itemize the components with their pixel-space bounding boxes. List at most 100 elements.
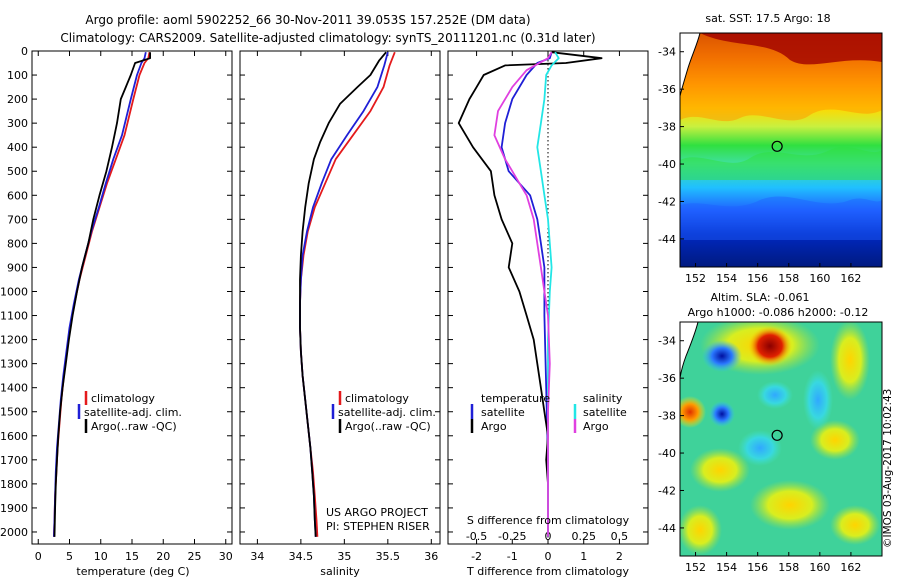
imos-timestamp: ©IMOS 03-Aug-2017 10:02:43 — [882, 389, 894, 548]
series-line-argo-raw-qc- — [299, 51, 387, 537]
x-tick-label: 10 — [94, 550, 108, 563]
sst-map-title: sat. SST: 17.5 Argo: 18 — [705, 12, 830, 25]
depth-tick-label: 700 — [7, 213, 28, 226]
depth-tick-label: 200 — [7, 93, 28, 106]
legend-title-temperature: temperature — [481, 392, 550, 405]
sla-map-frame — [679, 321, 883, 557]
map-lon-label: 154 — [716, 272, 737, 285]
depth-tick-label: 1800 — [0, 478, 28, 491]
depth-tick-label: 2000 — [0, 526, 28, 539]
sst-land — [680, 33, 700, 96]
x-tick-label: 0 — [35, 550, 42, 563]
s-tick-label: -0.5 — [466, 530, 487, 543]
sst-cool-band — [680, 196, 882, 240]
x-tick-label: 0 — [545, 550, 552, 563]
sst-map-frame — [679, 32, 883, 268]
salinity-series — [299, 51, 396, 537]
depth-tick-label: 300 — [7, 117, 28, 130]
map-lon-label: 158 — [778, 272, 799, 285]
temperature-legend: climatology satellite-adj. clim. Argo(..… — [77, 391, 182, 433]
map-lon-label: 158 — [778, 561, 799, 574]
map-lat-label: -36 — [658, 372, 676, 385]
sla-cold-eddy — [702, 340, 742, 372]
depth-tick-label: 1300 — [0, 358, 28, 371]
s-tick-label: 0.5 — [611, 530, 629, 543]
argo-float-marker — [771, 429, 783, 441]
map-lon-label: 160 — [809, 272, 830, 285]
depth-tick-label: 1400 — [0, 382, 28, 395]
sla-blob — [738, 430, 782, 466]
depth-tick-label: 400 — [7, 141, 28, 154]
sst-map: sat. SST: 17.5 Argo: 18 152 154 156 158 160 1… — [658, 12, 883, 285]
x-tick-label: 25 — [188, 550, 202, 563]
series-line-satellite-adj-clim- — [53, 52, 147, 537]
sla-map: Altim. SLA: -0.061 Argo h1000: -0.086 h2… — [658, 291, 883, 574]
salinity-panel: 34 34.5 35 35.5 36 salinity climatology sate… — [239, 50, 441, 578]
depth-tick-label: 1000 — [0, 285, 28, 298]
legend-label-t-satellite: satellite — [481, 406, 525, 419]
x-tick-label: 34 — [250, 550, 264, 563]
depth-axis: 0 100 200 300 400 500 600 700 800 900 1000 1100 1200… — [0, 45, 648, 539]
argo-float-marker — [771, 140, 783, 152]
legend-label-argo: Argo(..raw -QC) — [91, 420, 177, 433]
temperature-axes-frame — [31, 50, 233, 545]
depth-tick-label: 1700 — [0, 454, 28, 467]
x-tick-label: 1 — [580, 550, 587, 563]
map-lon-label: 152 — [685, 561, 706, 574]
legend-label-satellite: satellite-adj. clim. — [84, 406, 182, 419]
sla-blob — [830, 505, 880, 545]
difference-legend: temperature salinity satellite Argo sate… — [470, 392, 627, 433]
legend-label-s-satellite: satellite — [583, 406, 627, 419]
map-lon-label: 160 — [809, 561, 830, 574]
depth-tick-label: 500 — [7, 165, 28, 178]
map-lon-label: 152 — [685, 272, 706, 285]
x-tick-label: 36 — [424, 550, 438, 563]
sla-map-title-line2: Argo h1000: -0.086 h2000: -0.12 — [688, 306, 869, 319]
legend-label-climatology: climatology — [91, 392, 155, 405]
series-line-satellite-adj-clim- — [299, 51, 389, 537]
salinity-axes-frame — [239, 50, 441, 545]
depth-tick-label: 1200 — [0, 334, 28, 347]
legend-label-climatology: climatology — [345, 392, 409, 405]
temperature-series — [53, 52, 152, 537]
pi-annotation: PI: STEPHEN RISER — [326, 520, 430, 533]
legend-label-t-argo: Argo — [481, 420, 507, 433]
s-difference-label: S difference from climatology — [467, 514, 630, 527]
map-lon-label: 154 — [716, 561, 737, 574]
legend-title-salinity: salinity — [583, 392, 623, 405]
s-tick-label: 0.25 — [571, 530, 596, 543]
figure-subtitle: Climatology: CARS2009. Satellite-adjuste… — [60, 31, 595, 45]
sst-front — [680, 146, 882, 180]
map-lat-label: -38 — [658, 121, 676, 134]
sla-blob — [757, 381, 793, 409]
map-lat-label: -38 — [658, 410, 676, 423]
sst-core-warm — [700, 33, 882, 65]
sla-warm-eddy — [680, 396, 706, 428]
legend-label-argo: Argo(..raw -QC) — [345, 420, 431, 433]
map-lat-label: -40 — [658, 158, 676, 171]
x-tick-label: -1 — [507, 550, 518, 563]
map-lat-label: -42 — [658, 195, 676, 208]
salinity-x-label: salinity — [320, 565, 360, 578]
x-tick-label: -2 — [471, 550, 482, 563]
x-tick-label: 2 — [616, 550, 623, 563]
sla-blob — [810, 420, 860, 460]
map-lat-label: -36 — [658, 83, 676, 96]
x-tick-label: 35.5 — [376, 550, 401, 563]
series-line-climatology — [53, 52, 151, 537]
sla-warm-eddy — [748, 326, 792, 366]
sla-map-title-line1: Altim. SLA: -0.061 — [710, 291, 809, 304]
sst-heatmap — [680, 33, 882, 267]
salinity-x-axis: 34 34.5 35 35.5 36 — [250, 51, 438, 563]
sla-blob — [803, 370, 833, 430]
figure-title: Argo profile: aoml 5902252_66 30-Nov-201… — [85, 13, 530, 27]
legend-label-s-argo: Argo — [583, 420, 609, 433]
depth-tick-label: 1900 — [0, 502, 28, 515]
x-tick-label: 20 — [156, 550, 170, 563]
x-tick-label: 30 — [219, 550, 233, 563]
map-lon-label: 162 — [840, 561, 861, 574]
series-line-salinity-argo — [493, 51, 553, 537]
temperature-x-axis: 0 5 10 15 20 25 30 — [35, 51, 233, 563]
map-lat-label: -44 — [658, 233, 676, 246]
